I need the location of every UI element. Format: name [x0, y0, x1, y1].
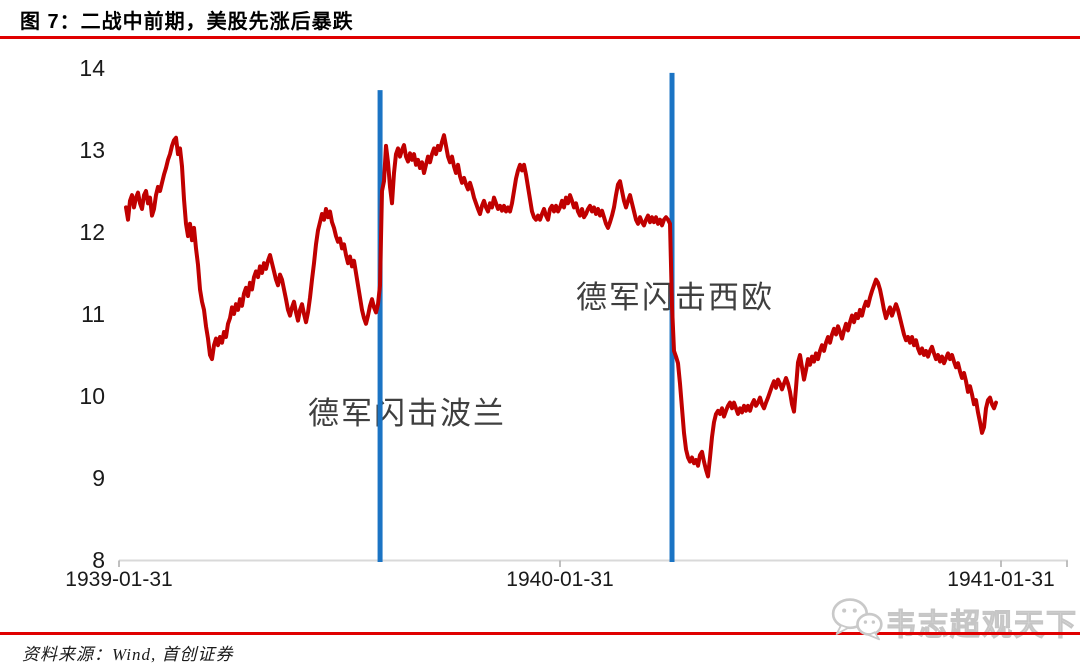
y-tick-label: 9 — [92, 465, 105, 491]
wechat-icon — [831, 598, 883, 641]
y-tick-label: 10 — [79, 383, 105, 409]
x-tick-label: 1939-01-31 — [65, 568, 172, 591]
source-note: 资料来源：Wind, 首创证券 — [22, 645, 234, 664]
title-underline-rule — [0, 36, 1080, 39]
x-tick-label: 1941-01-31 — [947, 568, 1054, 591]
x-tick-label: 1940-01-31 — [506, 568, 613, 591]
y-tick-label: 11 — [81, 301, 105, 327]
footer-rule — [0, 632, 1080, 635]
y-tick-label: 13 — [79, 137, 105, 163]
annotation-blitz-poland: 德军闪击波兰 — [308, 396, 506, 431]
y-tick-label: 14 — [79, 55, 105, 81]
figure-title: 图 7：二战中前期，美股先涨后暴跌 — [20, 11, 354, 33]
chart-plot-area: 8 9 10 11 12 13 14 1939-01-31 1940-01-31 1941-01-… — [65, 55, 1068, 591]
annotation-blitz-western-europe: 德军闪击西欧 — [576, 280, 774, 315]
y-tick-label: 12 — [79, 219, 105, 245]
y-tick-label: 8 — [92, 547, 105, 573]
watermark-brand-text: 韦志超观天下 — [886, 609, 1078, 643]
price-series-line — [124, 133, 998, 479]
